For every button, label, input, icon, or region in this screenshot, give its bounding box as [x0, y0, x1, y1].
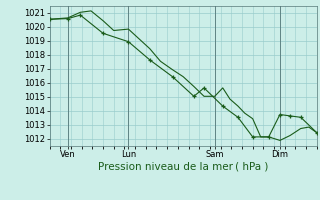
- X-axis label: Pression niveau de la mer ( hPa ): Pression niveau de la mer ( hPa ): [98, 162, 268, 172]
